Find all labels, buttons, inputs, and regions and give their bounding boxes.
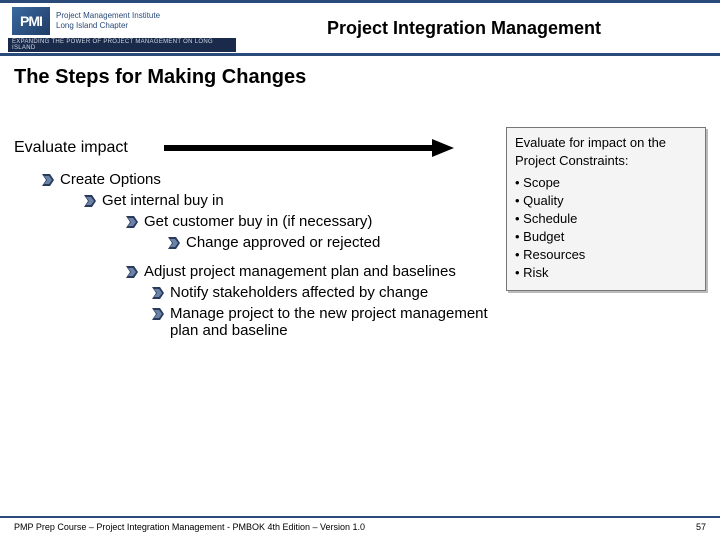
pmi-logo-mark: PMI xyxy=(12,7,50,35)
logo-line1: Project Management Institute xyxy=(56,11,160,21)
step-label: Get customer buy in (if necessary) xyxy=(144,213,372,230)
section-title: The Steps for Making Changes xyxy=(0,56,720,89)
content-area: Evaluate impact Evaluate for impact on t… xyxy=(0,89,720,347)
slide-footer: PMP Prep Course – Project Integration Ma… xyxy=(0,516,720,532)
constraint-item: • Budget xyxy=(515,228,697,246)
constraint-item: • Risk xyxy=(515,264,697,282)
bullet-arrow-icon xyxy=(126,216,138,228)
page-number: 57 xyxy=(696,522,706,532)
logo-top-row: PMI Project Management Institute Long Is… xyxy=(8,4,236,38)
constraints-list: • Scope• Quality• Schedule• Budget• Reso… xyxy=(515,174,697,282)
bullet-arrow-icon xyxy=(152,287,164,299)
constraint-item: • Quality xyxy=(515,192,697,210)
step-item: Manage project to the new project manage… xyxy=(152,305,706,339)
footer-text: PMP Prep Course – Project Integration Ma… xyxy=(14,522,365,532)
arrow-icon xyxy=(164,139,454,157)
constraint-item: • Scope xyxy=(515,174,697,192)
slide-header: PMI Project Management Institute Long Is… xyxy=(0,0,720,56)
bullet-arrow-icon xyxy=(42,174,54,186)
evaluate-impact-label: Evaluate impact xyxy=(14,139,164,157)
step-label: Adjust project management plan and basel… xyxy=(144,263,456,280)
constraints-title: Evaluate for impact on the Project Const… xyxy=(515,134,697,170)
page-title: Project Integration Management xyxy=(236,18,712,39)
bullet-arrow-icon xyxy=(84,195,96,207)
bullet-arrow-icon xyxy=(152,308,164,320)
pmi-logo-text: Project Management Institute Long Island… xyxy=(56,11,160,31)
logo-line2: Long Island Chapter xyxy=(56,21,160,31)
step-label: Change approved or rejected xyxy=(186,234,380,251)
constraints-box: Evaluate for impact on the Project Const… xyxy=(506,127,706,291)
step-label: Get internal buy in xyxy=(102,192,224,209)
pmi-logo: PMI Project Management Institute Long Is… xyxy=(8,4,236,52)
constraint-item: • Schedule xyxy=(515,210,697,228)
constraint-item: • Resources xyxy=(515,246,697,264)
bullet-arrow-icon xyxy=(168,237,180,249)
step-label: Manage project to the new project manage… xyxy=(170,305,500,339)
step-label: Create Options xyxy=(60,171,161,188)
logo-tagline: EXPANDING THE POWER OF PROJECT MANAGEMEN… xyxy=(8,38,236,52)
step-label: Notify stakeholders affected by change xyxy=(170,284,428,301)
bullet-arrow-icon xyxy=(126,266,138,278)
